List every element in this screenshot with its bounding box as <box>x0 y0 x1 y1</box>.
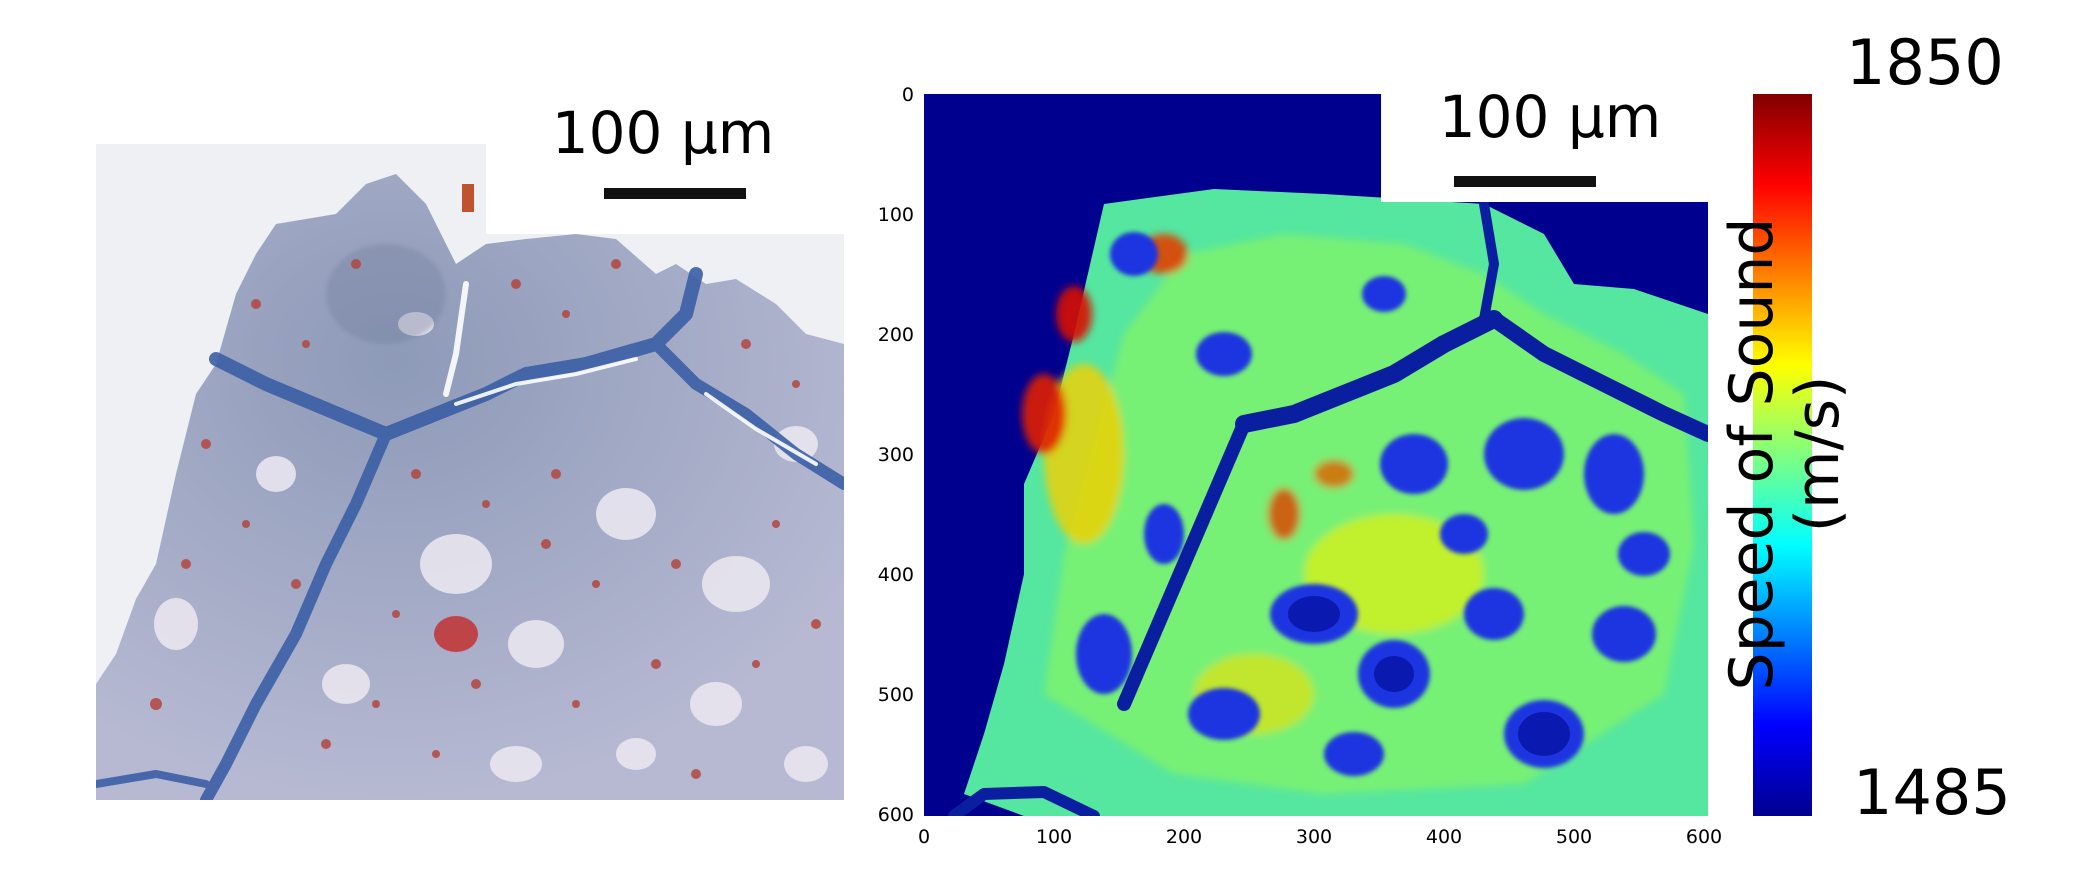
x-tick-label: 300 <box>1295 826 1333 848</box>
y-tick-label: 200 <box>877 324 914 346</box>
map-scale-bar <box>1454 176 1596 187</box>
colorbar-max-label: 1850 <box>1846 26 2004 99</box>
y-tick-label: 100 <box>877 204 914 226</box>
y-tick-label: 300 <box>877 444 914 466</box>
y-tick-label: 400 <box>877 564 914 586</box>
x-tick-label: 500 <box>1555 826 1593 848</box>
histology-scale-bar <box>604 188 746 199</box>
colorbar-title-line1: Speed of Sound <box>1717 217 1787 691</box>
y-tick-label: 600 <box>877 804 914 826</box>
colorbar-title: Speed of Sound (m/s) <box>1717 194 1853 714</box>
x-tick-label: 0 <box>917 826 931 848</box>
histology-scale-bar-label: 100 μm <box>551 99 775 167</box>
y-tick-label: 500 <box>877 684 914 706</box>
colorbar-min-label: 1485 <box>1853 756 2011 829</box>
histology-image <box>96 144 844 800</box>
x-tick-label: 100 <box>1035 826 1073 848</box>
speed-of-sound-map <box>924 94 1708 816</box>
x-tick-label: 600 <box>1685 826 1723 848</box>
x-tick-label: 400 <box>1425 826 1463 848</box>
x-tick-label: 200 <box>1165 826 1203 848</box>
map-scale-bar-label: 100 μm <box>1438 83 1662 151</box>
colorbar <box>1753 94 1812 816</box>
y-tick-label: 0 <box>901 84 914 106</box>
colorbar-title-line2: (m/s) <box>1783 375 1853 533</box>
